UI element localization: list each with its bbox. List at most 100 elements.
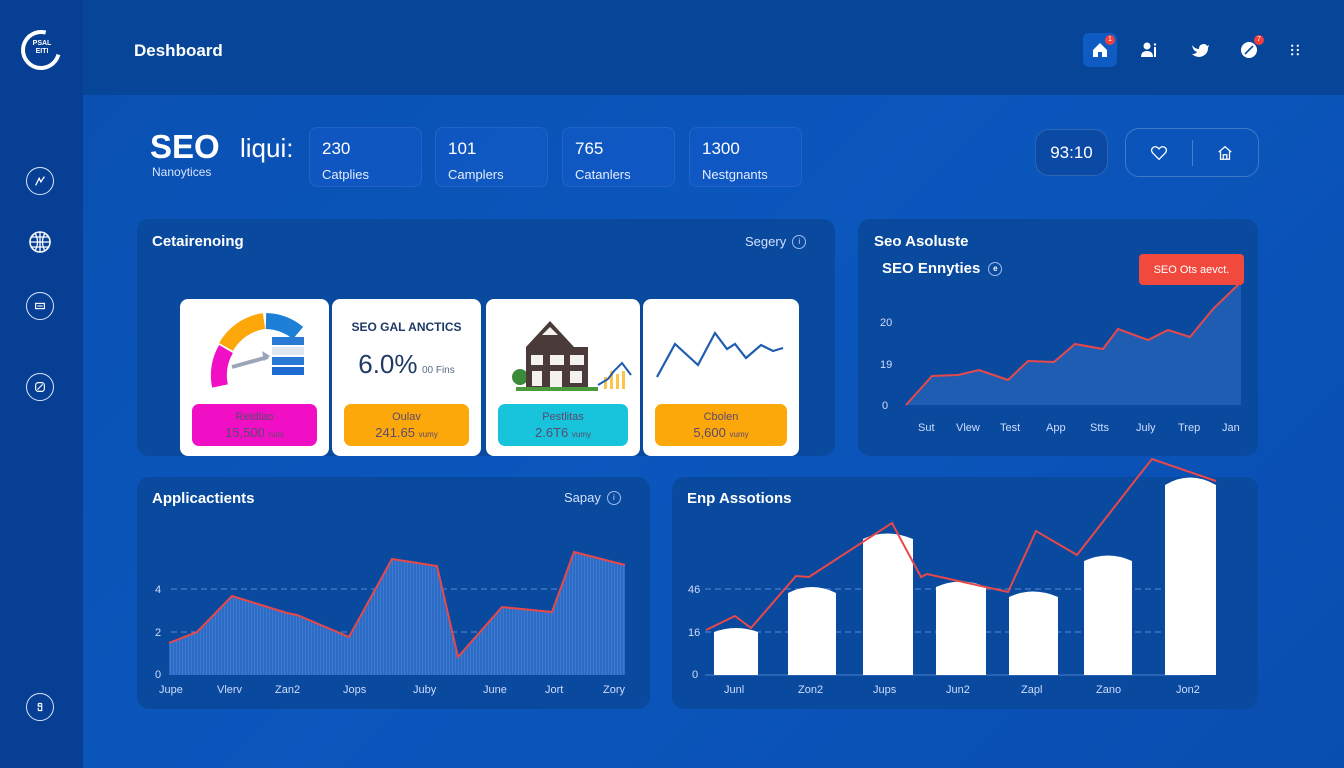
svg-text:Zon2: Zon2 [798,684,823,696]
panel-link-label: Sapay [564,490,601,505]
analytics-icon [35,176,45,186]
stat-value: 230 [322,139,351,158]
home-button[interactable]: 1 [1083,33,1117,67]
edit-icon [1241,42,1257,58]
panel-title: Seo Asoluste [874,233,969,250]
stat-value: 101 [448,139,477,158]
enp-assotions-bar-chart: 46 16 0 Junl Zon2 Jups Jun2 Zapl Zano Jo… [688,457,1217,696]
svg-text:46: 46 [688,584,700,596]
svg-text:Junl: Junl [724,684,744,696]
svg-text:Trep: Trep [1178,422,1200,434]
sidebar-item-globe[interactable] [26,228,54,256]
svg-text:0: 0 [155,669,161,681]
svg-text:Jon2: Jon2 [1176,684,1200,696]
svg-text:Jan: Jan [1222,422,1240,434]
svg-text:Zapl: Zapl [1021,684,1042,696]
svg-text:16: 16 [688,627,700,639]
chart-subtitle: SEO Ennyties e [882,260,1003,277]
logo[interactable]: PSAL EITI [30,40,54,56]
panel-link[interactable]: Segery i [745,234,807,249]
card-heading: SEO GAL ANCTICS [351,320,462,334]
grid-dots-icon [1291,44,1299,56]
tag-label: Cbolen [703,411,739,423]
svg-text:0: 0 [882,400,888,412]
apps-menu-button[interactable] [1278,33,1312,67]
svg-text:Jun2: Jun2 [946,684,970,696]
user-button[interactable] [1132,33,1166,67]
seo-analytics-card[interactable]: SEO GAL ANCTICS 6.0% 00 Fins Oulav 241.6… [332,299,481,456]
top-bar: Deshboard [83,0,1344,95]
house-icon [1218,145,1232,160]
house-illustration [512,321,632,391]
metric-tag: Oulav 241.65 vumy [344,404,469,446]
svg-text:July: July [1136,422,1156,434]
sidebar-item-analytics[interactable] [26,167,54,195]
svg-text:Sut: Sut [918,422,935,434]
logo-text-line2: EITI [35,48,49,55]
tag-label: Pestlitas [542,411,584,423]
metric-tag: Retdlao 15,500 runs [192,404,317,446]
hero-title: SEO [150,128,220,165]
gauge-card[interactable]: Retdlao 15,500 runs [180,299,329,456]
panel-link-label: Segery [745,234,787,249]
seo-action-button[interactable]: SEO Ots aevct. [1139,254,1244,285]
notification-badge: 1 [1105,35,1115,45]
stat-card[interactable]: 1300 Nestgnants [689,127,802,187]
stat-label: Catplies [322,167,369,182]
logo-text-line1: PSAL [32,40,52,47]
svg-text:19: 19 [880,359,892,371]
metric-tag: Cbolen 5,600 vumy [655,404,787,446]
sparkline-card[interactable]: Cbolen 5,600 vumy [643,299,799,456]
stat-card[interactable]: 230 Catplies [309,127,422,187]
property-card[interactable]: Pestlitas 2.6T6 vumy [486,299,640,456]
sidebar: PSAL EITI [0,0,83,768]
action-group [1125,128,1259,177]
globe-icon [29,231,51,253]
settings-icon [37,702,43,712]
stat-card[interactable]: 765 Catanlers [562,127,675,187]
sidebar-item-card[interactable] [26,292,54,320]
svg-text:Vlew: Vlew [956,422,980,434]
sidebar-item-settings[interactable] [26,693,54,721]
svg-text:Test: Test [1000,422,1020,434]
svg-text:Vlerv: Vlerv [217,684,243,696]
tag-value: 15,500 runs [225,425,284,440]
info-icon: i [792,234,807,249]
sparkline-chart [656,330,784,378]
twitter-button[interactable] [1183,33,1217,67]
svg-text:Jops: Jops [343,684,367,696]
svg-text:Juby: Juby [413,684,437,696]
stat-card[interactable]: 101 Camplers [435,127,548,187]
twitter-bird-icon [1192,44,1209,57]
tag-value: 5,600 vumy [693,425,749,440]
home-action-button[interactable] [1193,129,1259,176]
svg-text:Jups: Jups [873,684,897,696]
notification-badge: 7 [1254,35,1264,45]
stat-value: 765 [575,139,604,158]
panel-link[interactable]: Sapay i [564,490,621,505]
edit-button[interactable]: 7 [1232,33,1266,67]
gauge-chart [210,313,304,388]
stat-value: 1300 [702,139,740,158]
svg-text:Zan2: Zan2 [275,684,300,696]
user-icon [1141,42,1157,57]
sidebar-item-gauge[interactable] [26,373,54,401]
gauge-icon [35,382,45,392]
svg-text:June: June [483,684,507,696]
svg-text:Zory: Zory [603,684,626,696]
heart-icon [1150,145,1167,160]
svg-text:4: 4 [155,584,161,596]
tag-label: Retdlao [235,411,274,423]
card-metric: 6.0% 00 Fins [358,349,455,379]
tag-value: 241.65 vumy [375,425,438,440]
timer-display: 93:10 [1035,129,1108,176]
svg-text:Zano: Zano [1096,684,1121,696]
tag-label: Oulav [392,411,421,423]
hero-title-secondary: liqui: [240,133,294,163]
svg-text:Jupe: Jupe [159,684,183,696]
favorite-button[interactable] [1126,129,1192,176]
tag-value: 2.6T6 vumy [535,425,591,440]
info-icon: i [606,490,621,505]
stat-label: Camplers [448,167,504,182]
seo-entities-area-chart: 20 19 0 Sut Vlew Test App Stts July Trep… [880,281,1242,434]
